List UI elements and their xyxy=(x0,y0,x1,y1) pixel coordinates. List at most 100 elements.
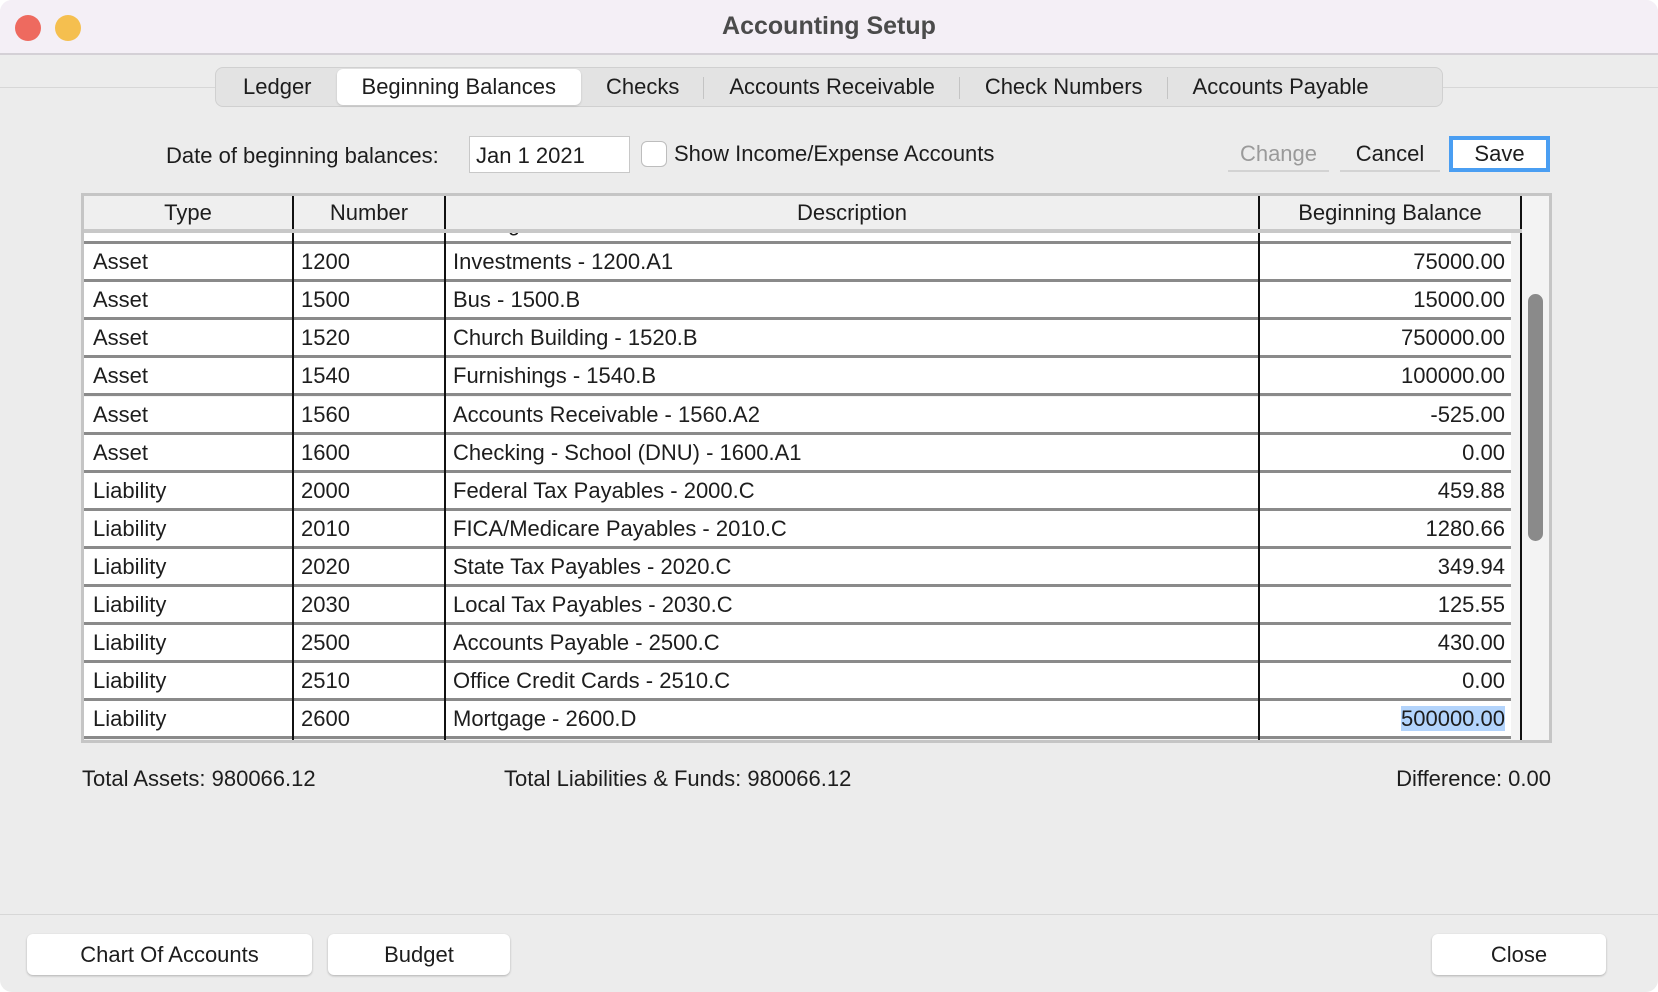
cell-number[interactable]: 2600 xyxy=(294,701,446,736)
cell-number[interactable]: 1500 xyxy=(294,282,446,317)
tab-beginning-balances[interactable]: Beginning Balances xyxy=(336,69,581,105)
cell-type[interactable]: Liability xyxy=(86,663,294,698)
window-title: Accounting Setup xyxy=(722,12,936,40)
cell-number[interactable]: 2010 xyxy=(294,511,446,546)
cell-type[interactable]: Asset xyxy=(86,244,294,279)
cell-balance[interactable]: 0.00 xyxy=(1260,663,1512,698)
cell-type[interactable]: Asset xyxy=(86,358,294,393)
cell-balance[interactable]: 0.00 xyxy=(1260,435,1512,470)
tab-accounts-payable[interactable]: Accounts Payable xyxy=(1192,74,1369,99)
cell-type[interactable]: Liability xyxy=(86,549,294,584)
cell-type[interactable]: Liability xyxy=(86,587,294,622)
table-row[interactable]: Liability 2030 Local Tax Payables - 2030.C… xyxy=(84,587,1511,625)
cell-number[interactable]: 2510 xyxy=(294,663,446,698)
table-row[interactable]: Asset 1540 Furnishings - 1540.B 100000.00 xyxy=(84,358,1512,397)
cell-type-text: Liability xyxy=(93,477,167,503)
tab-accounts-receivable[interactable]: Accounts Receivable xyxy=(704,69,961,105)
date-input[interactable]: Jan 1 2021 xyxy=(469,136,630,173)
table-row[interactable]: Liability 2600 Mortgage - 2600.D 500000.00 xyxy=(84,701,1512,740)
cell-balance[interactable]: 349.94 xyxy=(1260,549,1512,584)
tab-bar: Ledger Beginning Balances Checks Accounts R… xyxy=(215,67,1443,107)
cell-description[interactable]: Federal Tax Payables - 2000.C xyxy=(446,473,1260,508)
column-header-beginning-balance[interactable]: Beginning Balance xyxy=(1260,196,1522,229)
table-row[interactable]: Asset 1100 Savings - 1100.A1 3140.00 xyxy=(84,233,1511,244)
table-row[interactable]: Asset 1500 Bus - 1500.B 15000.00 xyxy=(84,282,1512,321)
cell-description[interactable]: Savings - 1100.A1 xyxy=(446,233,1260,241)
cell-balance[interactable]: 125.55 xyxy=(1260,587,1512,622)
cell-type[interactable]: Asset xyxy=(86,435,294,470)
cell-balance[interactable]: 1280.66 xyxy=(1260,511,1512,546)
cell-description-text: Furnishings - 1540.B xyxy=(453,363,656,389)
cell-balance[interactable]: 3140.00 xyxy=(1260,233,1512,241)
cell-description[interactable]: Accounts Payable - 2500.C xyxy=(446,625,1260,660)
column-header-number[interactable]: Number xyxy=(294,196,446,229)
cell-balance[interactable]: 500000.00 xyxy=(1260,701,1512,736)
save-button[interactable]: Save xyxy=(1449,136,1550,172)
tab-checks[interactable]: Checks xyxy=(581,69,705,105)
cell-type-text: Liability xyxy=(93,515,167,541)
cell-type[interactable]: Liability xyxy=(86,701,294,736)
cell-description[interactable]: Checking - School (DNU) - 1600.A1 xyxy=(446,435,1260,470)
cell-description[interactable]: Investments - 1200.A1 xyxy=(446,244,1260,279)
cell-description[interactable]: Bus - 1500.B xyxy=(446,282,1260,317)
cell-number[interactable]: 1540 xyxy=(294,358,446,393)
table-row[interactable]: Asset 1600 Checking - School (DNU) - 1600.… xyxy=(84,434,1512,473)
cell-balance[interactable]: 100000.00 xyxy=(1260,358,1512,393)
cell-balance[interactable]: -525.00 xyxy=(1260,397,1512,432)
table-scrollbar[interactable] xyxy=(1528,294,1543,541)
cell-description[interactable]: Church Building - 1520.B xyxy=(446,320,1260,355)
show-income-expense-checkbox[interactable] xyxy=(641,141,667,167)
table-row[interactable]: Liability 2500 Accounts Payable - 2500.C 43… xyxy=(84,625,1512,664)
cell-type[interactable]: Asset xyxy=(86,233,294,241)
show-income-expense-label[interactable]: Show Income/Expense Accounts xyxy=(674,141,995,166)
cell-number-text: 1600 xyxy=(301,439,350,465)
table-row[interactable]: Asset 1520 Church Building - 1520.B 750000.… xyxy=(84,320,1512,359)
chart-of-accounts-button[interactable]: Chart Of Accounts xyxy=(27,934,312,975)
cell-description[interactable]: Office Credit Cards - 2510.C xyxy=(446,663,1260,698)
cell-balance[interactable]: 430.00 xyxy=(1260,625,1512,660)
table-row[interactable]: Liability 2010 FICA/Medicare Payables - 20… xyxy=(84,510,1512,549)
cell-number[interactable]: 1600 xyxy=(294,435,446,470)
tab-check-numbers[interactable]: Check Numbers xyxy=(960,69,1168,105)
cell-type[interactable]: Asset xyxy=(86,397,294,432)
table-row[interactable]: Liability 2510 Office Credit Cards - 2510.… xyxy=(84,663,1512,702)
cell-number[interactable]: 2000 xyxy=(294,473,446,508)
cell-number[interactable]: 2030 xyxy=(294,587,446,622)
budget-button[interactable]: Budget xyxy=(328,934,510,975)
tab-ledger[interactable]: Ledger xyxy=(243,74,312,99)
cell-description[interactable]: Accounts Receivable - 1560.A2 xyxy=(446,397,1260,432)
cell-description[interactable]: Local Tax Payables - 2030.C xyxy=(446,587,1260,622)
cell-number[interactable]: 2020 xyxy=(294,549,446,584)
cell-type[interactable]: Liability xyxy=(86,511,294,546)
table-row[interactable]: Asset 1560 Accounts Receivable - 1560.A2 -5… xyxy=(84,396,1512,435)
table-row[interactable]: Asset 1200 Investments - 1200.A1 75000.00 xyxy=(84,244,1512,283)
table-row[interactable]: Liability 2000 Federal Tax Payables - 2000… xyxy=(84,472,1512,511)
cell-balance[interactable]: 750000.00 xyxy=(1260,320,1512,355)
column-header-type[interactable]: Type xyxy=(84,196,294,229)
cancel-button[interactable]: Cancel xyxy=(1340,136,1440,172)
cell-type[interactable]: Asset xyxy=(86,320,294,355)
cell-number[interactable]: 1560 xyxy=(294,397,446,432)
cell-balance[interactable]: 15000.00 xyxy=(1260,282,1512,317)
cell-description[interactable]: FICA/Medicare Payables - 2010.C xyxy=(446,511,1260,546)
close-window-button[interactable] xyxy=(15,15,41,41)
cell-type[interactable]: Liability xyxy=(86,473,294,508)
close-button[interactable]: Close xyxy=(1432,934,1606,975)
column-header-description[interactable]: Description xyxy=(446,196,1260,229)
table-row[interactable]: Liability 2020 State Tax Payables - 2020.C… xyxy=(84,548,1512,587)
cell-type[interactable]: Asset xyxy=(86,282,294,317)
cell-balance[interactable]: 75000.00 xyxy=(1260,244,1512,279)
cell-description[interactable]: Mortgage - 2600.D xyxy=(446,701,1260,736)
cell-number[interactable]: 1200 xyxy=(294,244,446,279)
cell-number[interactable]: 2500 xyxy=(294,625,446,660)
change-button[interactable]: Change xyxy=(1228,136,1329,172)
cell-number[interactable]: 1520 xyxy=(294,320,446,355)
cell-description[interactable]: Furnishings - 1540.B xyxy=(446,358,1260,393)
cell-number-text: 2020 xyxy=(301,553,350,579)
cell-number[interactable]: 1100 xyxy=(294,233,446,241)
cell-balance[interactable]: 459.88 xyxy=(1260,473,1512,508)
cell-type[interactable]: Liability xyxy=(86,625,294,660)
minimize-window-button[interactable] xyxy=(55,15,81,41)
title-bar: Accounting Setup xyxy=(0,0,1658,55)
cell-description[interactable]: State Tax Payables - 2020.C xyxy=(446,549,1260,584)
